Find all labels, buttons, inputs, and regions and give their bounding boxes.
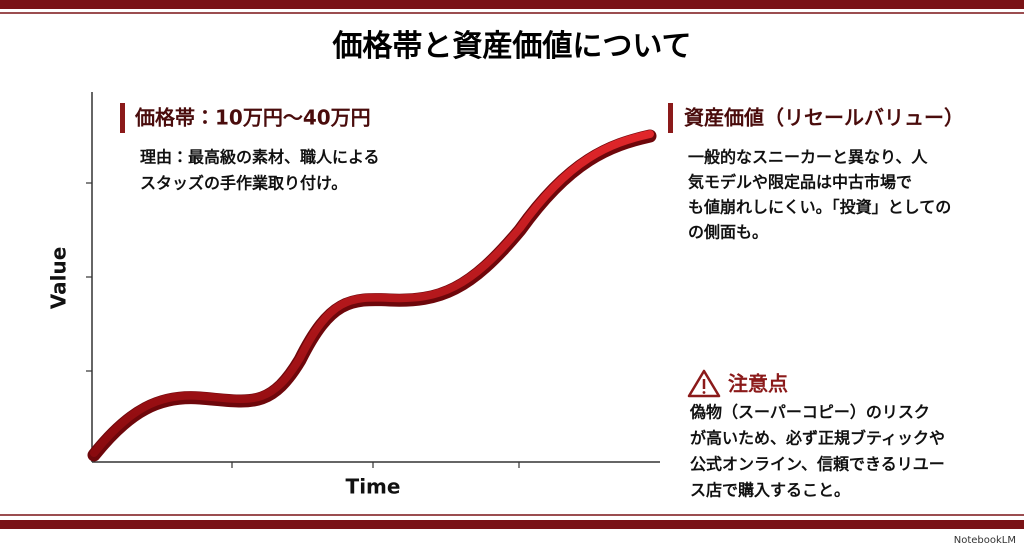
caution-heading: 注意点 — [728, 372, 788, 396]
body-line: も値崩れしにくい。「投資」としての — [688, 198, 951, 217]
bottom-band — [0, 520, 1024, 529]
footer-brand: NotebookLM — [954, 535, 1016, 546]
body-line: 公式オンライン、信頼できるリユー — [690, 455, 945, 474]
warning-icon — [687, 369, 721, 398]
y-axis-label: Value — [47, 247, 71, 310]
top-band — [0, 0, 1024, 9]
body-line: スタッズの手作業取り付け。 — [140, 174, 347, 193]
x-axis-label: Time — [346, 475, 401, 499]
accent-bar — [668, 103, 673, 133]
accent-bar — [120, 103, 125, 133]
body-line: の側面も。 — [688, 223, 768, 242]
price-heading: 価格帯：10万円〜40万円 — [134, 106, 371, 130]
body-line: ス店で購入すること。 — [690, 481, 850, 500]
resale-heading: 資産価値（リセールバリュー） — [684, 106, 964, 130]
body-line: 理由：最高級の素材、職人による — [140, 148, 380, 167]
body-line: 気モデルや限定品は中古市場で — [688, 173, 912, 192]
axis-ticks — [86, 182, 520, 468]
body-line: が高いため、必ず正規ブティックや — [690, 429, 945, 448]
curve — [90, 130, 654, 457]
slide-title: 価格帯と資産価値について — [331, 29, 691, 64]
resale-body: 一般的なスニーカーと異なり、人気モデルや限定品は中古市場でも値崩れしにくい。「投… — [688, 148, 951, 242]
body-line: 偽物（スーパーコピー）のリスク — [689, 403, 930, 422]
caution-body: 偽物（スーパーコピー）のリスクが高いため、必ず正規ブティックや公式オンライン、信… — [689, 403, 945, 500]
body-line: 一般的なスニーカーと異なり、人 — [688, 148, 928, 167]
